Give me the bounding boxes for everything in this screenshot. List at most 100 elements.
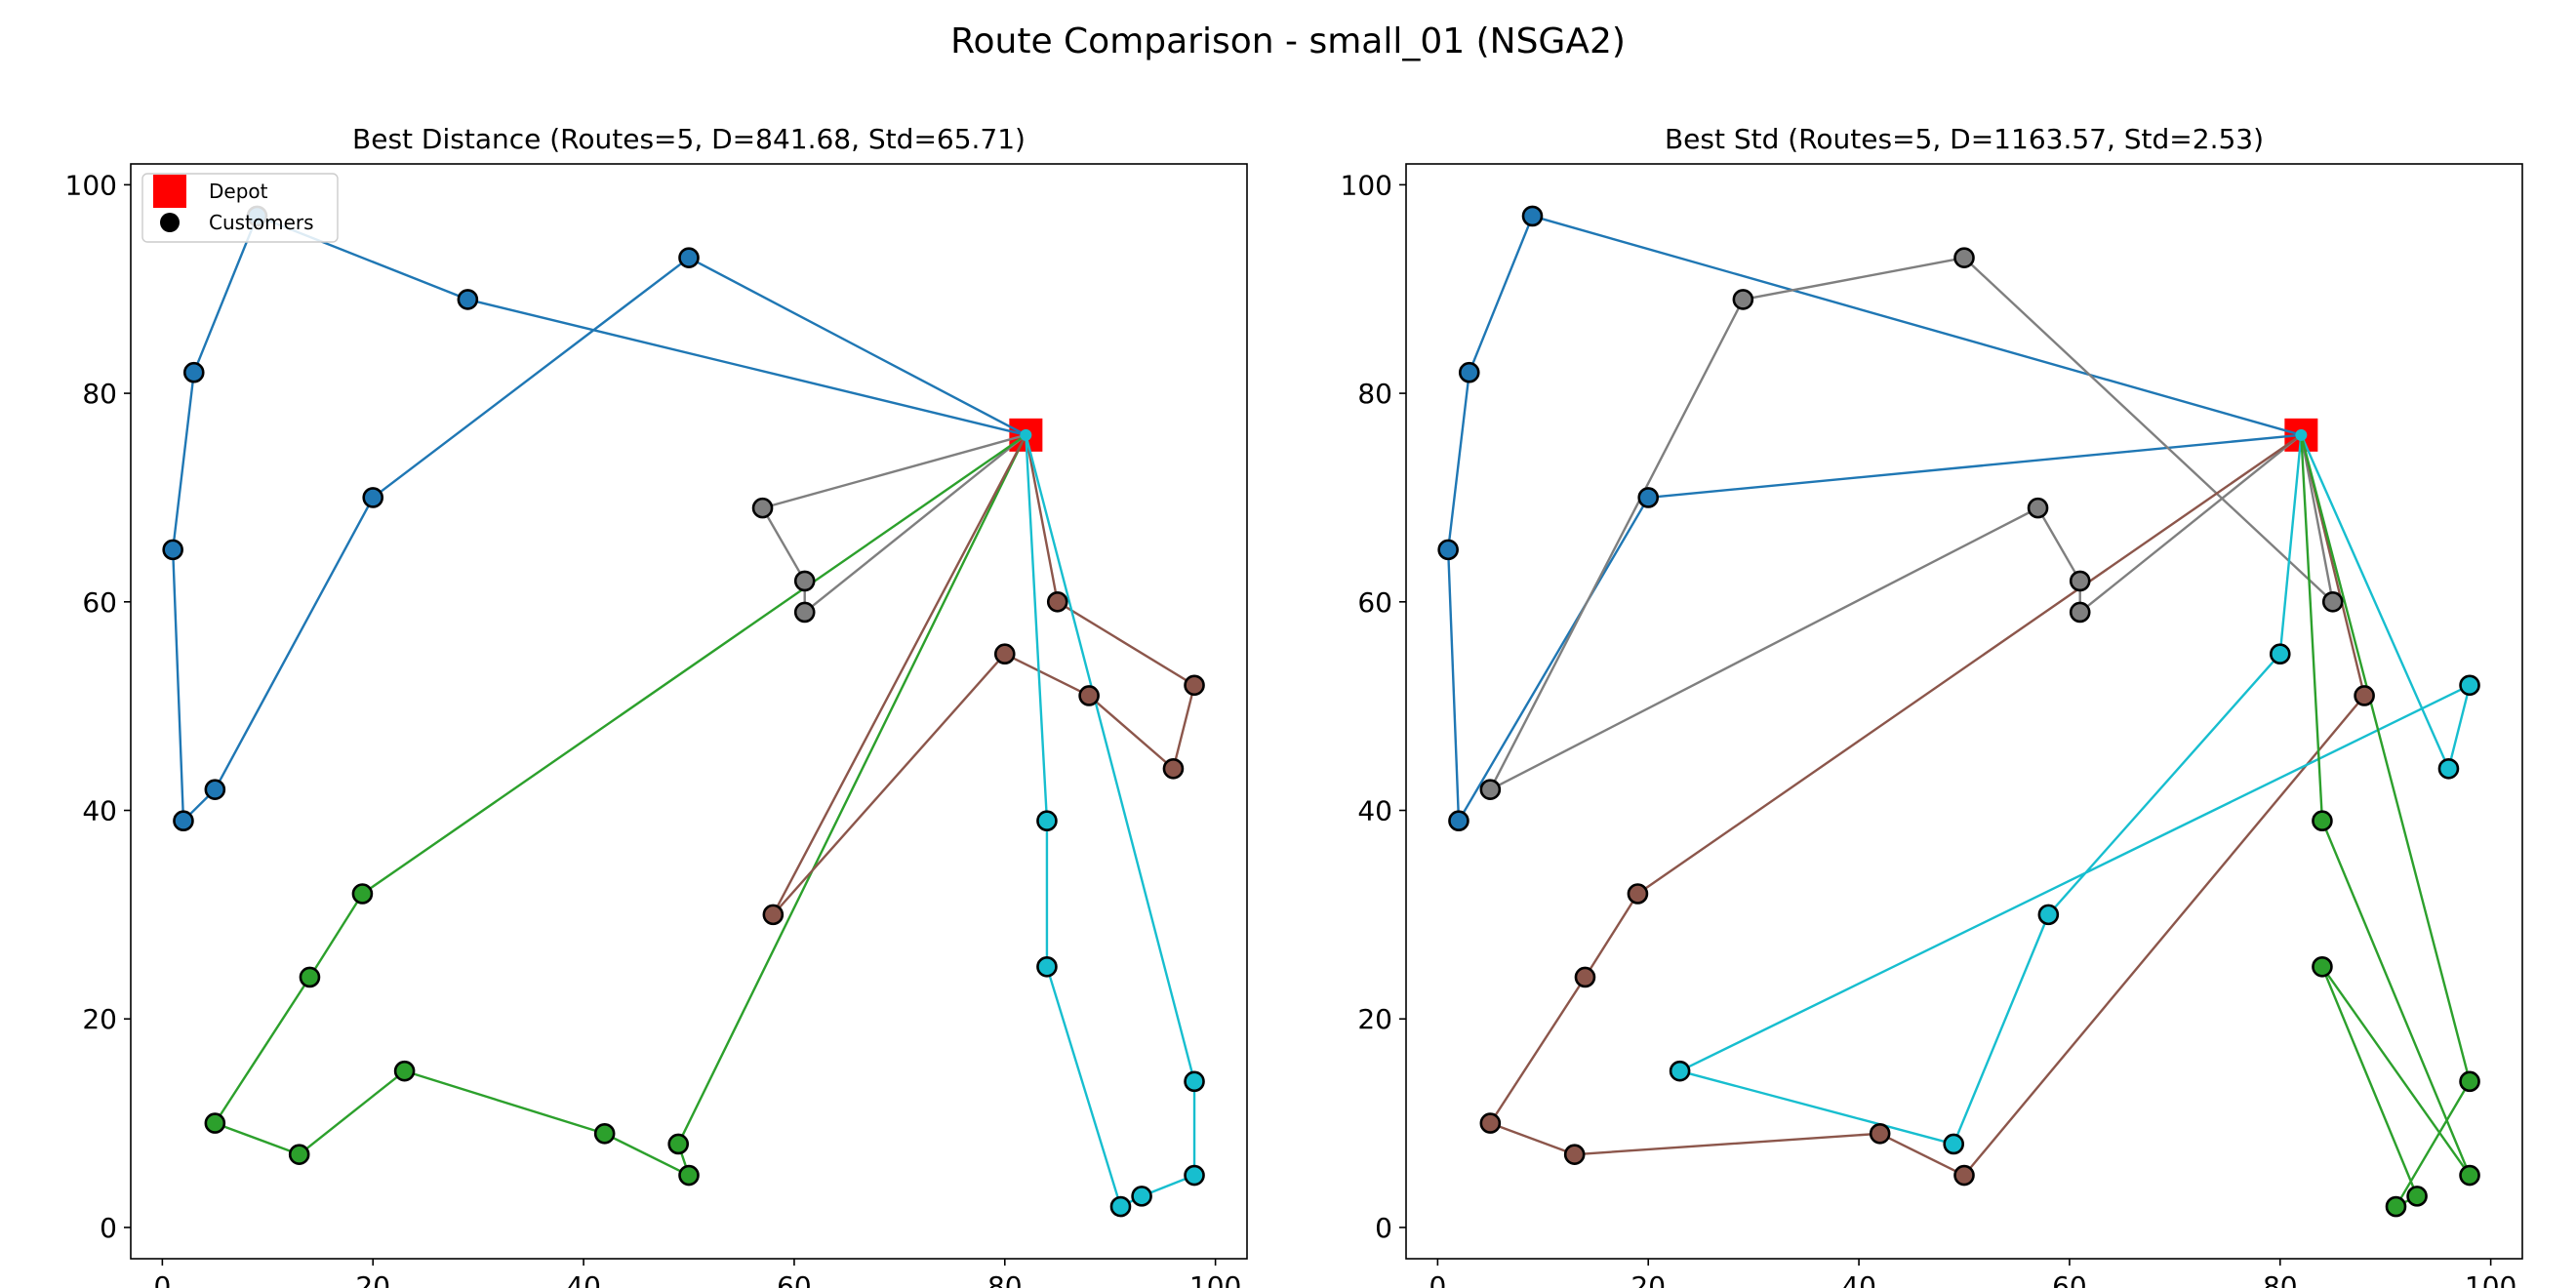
- plot-content: [1437, 205, 2480, 1218]
- customer-point: [1162, 757, 1185, 780]
- customer-point: [2269, 643, 2291, 665]
- customer-point: [1458, 361, 1480, 383]
- x-tick-label: 20: [355, 1270, 390, 1288]
- customer-point: [1479, 1112, 1502, 1134]
- x-tick-label: 0: [153, 1270, 171, 1288]
- customer-point: [1637, 487, 1660, 508]
- route-line-1: [171, 215, 1026, 823]
- customer-point: [1036, 955, 1058, 978]
- customer-point: [173, 810, 194, 832]
- route-line-5: [2300, 434, 2472, 1208]
- y-tick-label: 60: [1357, 586, 1392, 619]
- customer-point: [1437, 539, 1459, 561]
- plot-content: [162, 205, 1205, 1218]
- route-line-5: [1025, 434, 1196, 1208]
- customer-point: [593, 1122, 616, 1145]
- customer-point: [793, 570, 816, 592]
- customer-point: [299, 966, 321, 988]
- x-tick-label: 60: [2052, 1270, 2087, 1288]
- x-tick-label: 40: [566, 1270, 601, 1288]
- customer-point: [1448, 810, 1469, 832]
- customer-point: [1943, 1133, 1965, 1155]
- customer-point: [1953, 1164, 1975, 1187]
- customer-point: [1574, 966, 1596, 988]
- x-tick-label: 100: [1189, 1270, 1241, 1288]
- customer-point: [1521, 205, 1544, 227]
- customer-point: [1869, 1122, 1891, 1145]
- customer-point: [762, 904, 785, 926]
- customer-point: [393, 1060, 416, 1082]
- customer-point: [2069, 570, 2091, 592]
- route-line-3: [214, 433, 1027, 1177]
- legend-depot-marker: [153, 175, 186, 208]
- route-line-4: [772, 434, 1196, 916]
- customer-point: [678, 1164, 700, 1187]
- customer-point: [2312, 810, 2333, 832]
- customer-point: [162, 539, 183, 561]
- customer-point: [1732, 289, 1754, 310]
- route-line-3: [1489, 433, 2366, 1177]
- y-tick-label: 40: [82, 795, 117, 827]
- customer-point: [2406, 1186, 2428, 1207]
- plot-title: Best Std (Routes=5, D=1163.57, Std=2.53): [1665, 123, 2264, 155]
- y-tick-label: 100: [1341, 169, 1392, 201]
- customer-point: [2069, 601, 2091, 624]
- customer-point: [1953, 247, 1975, 268]
- customer-point: [2037, 904, 2060, 926]
- axes-frame: [1405, 163, 2523, 1260]
- x-tick-label: 0: [1429, 1270, 1446, 1288]
- y-tick-label: 40: [1357, 795, 1392, 827]
- y-tick-label: 0: [100, 1212, 117, 1244]
- customer-point: [1479, 779, 1502, 800]
- customer-point: [2027, 497, 2049, 519]
- y-tick-label: 0: [1375, 1212, 1392, 1244]
- plot-title: Best Distance (Routes=5, D=841.68, Std=6…: [352, 123, 1026, 155]
- customer-point: [1184, 1164, 1205, 1187]
- customer-point: [1078, 685, 1100, 706]
- customer-point: [457, 289, 479, 310]
- x-tick-label: 80: [987, 1270, 1023, 1288]
- customer-point: [993, 643, 1016, 665]
- customer-point: [751, 497, 774, 519]
- customer-point: [1131, 1186, 1152, 1207]
- y-tick-label: 20: [1357, 1003, 1392, 1035]
- legend: Depot Customers: [141, 173, 339, 243]
- customer-point: [182, 361, 205, 383]
- x-tick-label: 100: [2465, 1270, 2516, 1288]
- route-line-4: [1678, 434, 2472, 1146]
- best-distance-plot: Best Distance (Routes=5, D=841.68, Std=6…: [65, 123, 1248, 1288]
- x-tick-label: 60: [777, 1270, 812, 1288]
- customer-point: [204, 779, 226, 800]
- customer-point: [1627, 883, 1649, 905]
- customer-point: [1669, 1060, 1691, 1082]
- customer-point: [2459, 1070, 2480, 1093]
- x-tick-label: 80: [2263, 1270, 2298, 1288]
- customer-point: [793, 601, 816, 624]
- customer-point: [2312, 955, 2333, 978]
- customer-point: [288, 1144, 310, 1165]
- legend-label: Depot: [209, 180, 268, 203]
- customer-point: [1109, 1195, 1132, 1218]
- customer-point: [2437, 757, 2460, 780]
- customer-point: [2354, 685, 2375, 706]
- best-std-plot: Best Std (Routes=5, D=1163.57, Std=2.53)…: [1341, 123, 2523, 1288]
- customer-point: [1184, 674, 1205, 697]
- figure-title: Route Comparison - small_01 (NSGA2): [950, 21, 1626, 61]
- axes-frame: [130, 163, 1248, 1260]
- legend-box: [141, 173, 339, 243]
- customer-point: [204, 1112, 226, 1134]
- customer-point: [1046, 590, 1068, 613]
- customer-point: [1184, 1070, 1205, 1093]
- customer-point: [2321, 590, 2344, 613]
- customer-point: [1036, 810, 1058, 832]
- depot-center-dot: [1020, 428, 1032, 441]
- x-tick-label: 40: [1841, 1270, 1876, 1288]
- depot-center-dot: [2295, 428, 2308, 441]
- y-tick-label: 20: [82, 1003, 117, 1035]
- customer-point: [667, 1133, 690, 1155]
- y-tick-label: 80: [1357, 378, 1392, 410]
- customer-point: [2459, 674, 2480, 697]
- customer-point: [1563, 1144, 1586, 1165]
- customer-point: [678, 247, 700, 268]
